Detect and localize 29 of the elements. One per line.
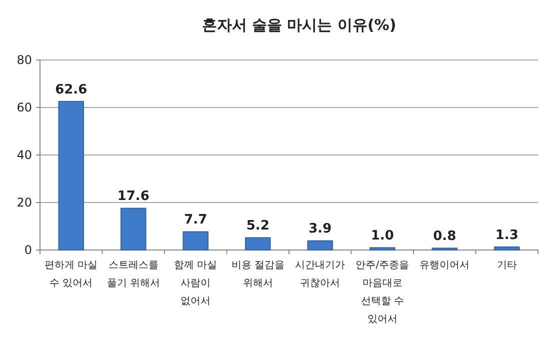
y-tick-label: 80 — [16, 53, 32, 67]
x-tick-label: 안주/주종을 마음대로 선택할 수 있어서 — [356, 260, 410, 325]
bar — [307, 240, 333, 250]
x-tick-label: 시간내기가 귀찮아서 — [295, 260, 346, 289]
data-label: 0.8 — [433, 229, 456, 244]
y-tick-label: 0 — [24, 243, 32, 257]
data-label: 7.7 — [184, 212, 208, 228]
x-tick-label: 유행이어서 — [420, 260, 470, 271]
y-tick-label: 60 — [16, 100, 32, 114]
chart-title: 혼자서 술을 마시는 이유(%) — [202, 16, 396, 34]
bar — [370, 247, 396, 250]
x-tick-label: 함께 마실 사람이 없어서 — [174, 260, 218, 307]
data-label: 5.2 — [246, 218, 270, 234]
data-label: 3.9 — [308, 222, 332, 237]
bar — [182, 231, 208, 250]
bar — [245, 237, 271, 250]
bar — [494, 246, 520, 250]
bar — [58, 100, 84, 250]
x-tick-label: 편하게 마실 수 있어서 — [44, 260, 98, 289]
y-tick-label: 40 — [16, 148, 32, 162]
data-label: 17.6 — [117, 189, 150, 204]
data-label: 1.0 — [370, 228, 394, 244]
data-label: 1.3 — [495, 228, 518, 243]
x-tick-label: 기타 — [496, 260, 517, 271]
data-label: 62.6 — [55, 82, 88, 98]
bar — [120, 208, 146, 250]
x-tick-label: 스트레스를 풀기 위해서 — [106, 260, 160, 289]
x-tick-label: 비용 절감을 위해서 — [231, 260, 284, 289]
y-tick-label: 20 — [16, 196, 32, 210]
